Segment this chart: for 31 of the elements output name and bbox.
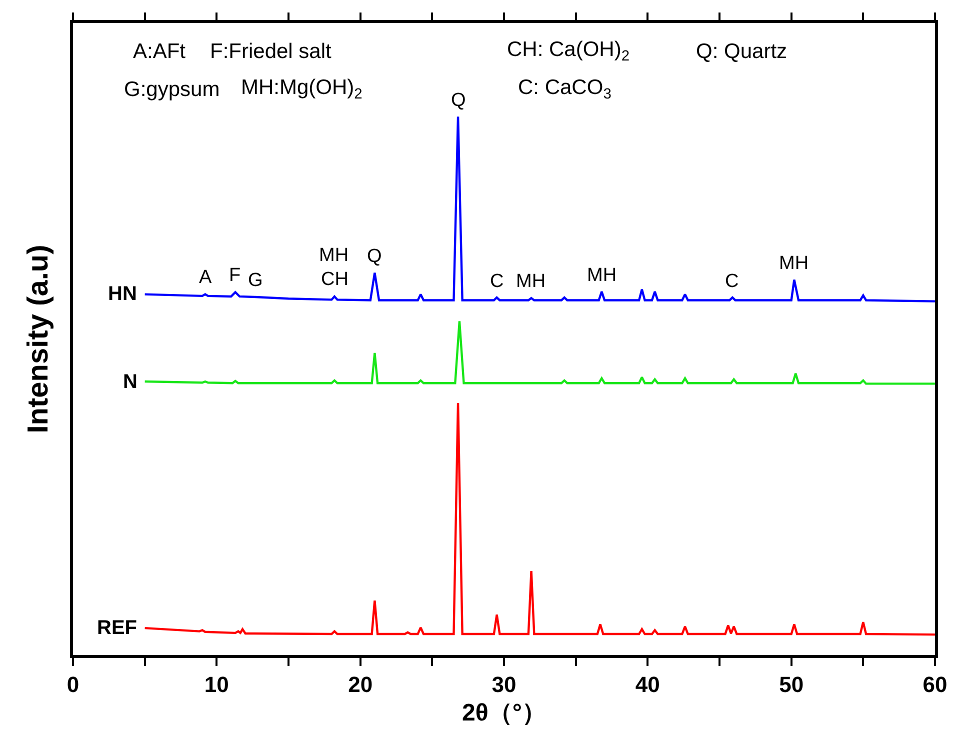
annotation: MH: [516, 271, 546, 292]
x-tick-label: 50: [779, 672, 804, 698]
annotation: G: [248, 270, 263, 291]
text: F:Friedel salt: [210, 40, 332, 63]
x-tick-label: 20: [348, 672, 373, 698]
x-tick-label: 10: [204, 672, 229, 698]
annotation: C: [490, 271, 504, 292]
text: G:gypsum: [124, 78, 220, 101]
x-tick-label: 40: [635, 672, 660, 698]
annotation: Q: [367, 246, 382, 267]
text: C: CaCO$_{3}$: [518, 76, 612, 102]
annotation: A: [199, 267, 212, 288]
text: MH:Mg(OH)$_{2}$: [241, 76, 362, 102]
annotation: Q: [451, 90, 466, 111]
annotation: MH: [587, 265, 617, 286]
x-axis-title: 2θ（°）: [462, 699, 546, 726]
annotation: F: [229, 265, 241, 286]
series-label: REF: [97, 617, 137, 639]
x-tick-label: 60: [922, 672, 948, 698]
annotation: CH: [321, 269, 348, 290]
text: Q: Quartz: [696, 40, 788, 63]
annotation: MH: [319, 245, 349, 266]
annotation: C: [725, 271, 739, 292]
annotation: MH: [779, 253, 809, 274]
series-label: HN: [108, 283, 137, 305]
x-tick-label: 0: [66, 672, 80, 698]
text: CH: Ca(OH)$_{2}$: [507, 38, 630, 64]
series-label: N: [123, 371, 138, 393]
y-axis-title: Intensity (a.u): [22, 244, 55, 434]
text: A:AFt: [133, 40, 186, 63]
x-tick-label: 30: [492, 672, 516, 698]
